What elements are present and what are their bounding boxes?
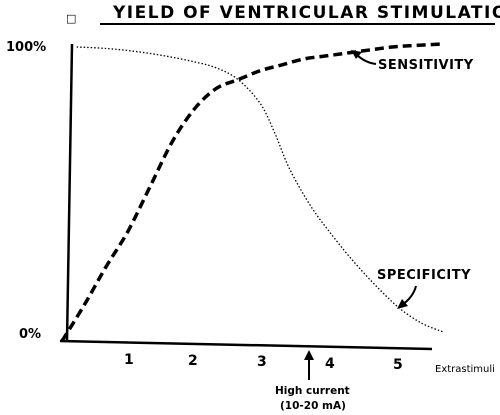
specificity-label-group: SPECIFICITY xyxy=(377,268,471,309)
y-tick-label-100: 100% xyxy=(6,40,46,55)
high-current-label: High current xyxy=(275,385,350,397)
specificity-label: SPECIFICITY xyxy=(377,268,471,283)
x-axis xyxy=(59,339,433,351)
specificity-arrowhead-icon xyxy=(397,299,408,309)
chart-title-group: □ YIELD OF VENTRICULAR STIMULATION xyxy=(66,3,500,25)
high-current-annotation: High current (10-20 mA) xyxy=(275,350,350,412)
sensitivity-arrowhead-icon xyxy=(351,50,362,59)
sensitivity-label: SENSITIVITY xyxy=(378,58,474,73)
x-tick-label-1: 1 xyxy=(124,352,134,368)
sensitivity-label-group: SENSITIVITY xyxy=(351,50,474,73)
series-line-specificity xyxy=(76,46,444,333)
x-axis-label: Extrastimuli xyxy=(435,364,495,375)
high-current-arrow-icon xyxy=(304,350,314,360)
series-layer xyxy=(60,42,444,342)
chart-title: YIELD OF VENTRICULAR STIMULATION xyxy=(112,3,500,23)
x-tick-label-2: 2 xyxy=(188,353,198,369)
y-axis xyxy=(65,43,74,342)
x-tick-label-5: 5 xyxy=(393,357,403,373)
current-range-label: (10-20 mA) xyxy=(280,400,346,412)
y-tick-label-0: 0% xyxy=(19,327,41,342)
x-tick-label-4: 4 xyxy=(325,356,335,372)
title-marker: □ xyxy=(66,12,76,25)
x-tick-label-3: 3 xyxy=(257,354,267,370)
